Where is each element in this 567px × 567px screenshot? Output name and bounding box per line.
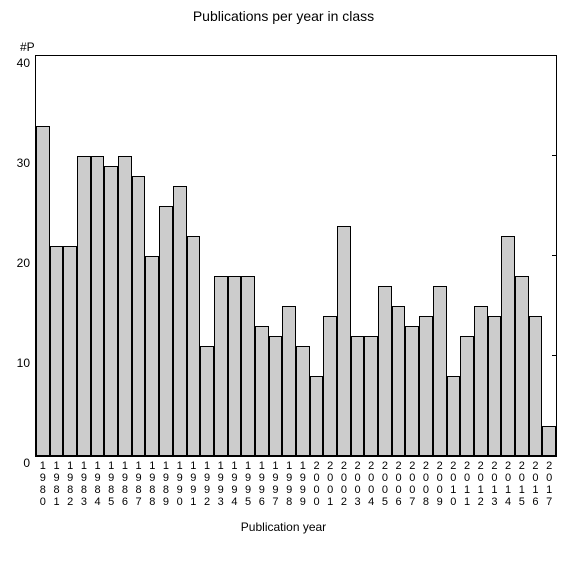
x-tick-label: 2 0 0 5 <box>378 456 392 508</box>
y-tick-mark <box>552 155 557 156</box>
bar <box>337 226 351 456</box>
y-tick-label: 10 <box>17 356 36 370</box>
y-tick-label: 0 <box>23 456 36 470</box>
bar <box>282 306 296 456</box>
bar <box>269 336 283 456</box>
bar <box>392 306 406 456</box>
x-tick-label: 1 9 9 2 <box>200 456 214 508</box>
bar <box>159 206 173 456</box>
x-tick-label: 1 9 8 6 <box>118 456 132 508</box>
y-tick-label: 40 <box>17 56 36 70</box>
bar <box>419 316 433 456</box>
y-tick-mark <box>552 55 557 56</box>
x-tick-label: 1 9 8 0 <box>36 456 50 508</box>
bar <box>36 126 50 456</box>
bar <box>474 306 488 456</box>
x-tick-label: 2 0 1 0 <box>447 456 461 508</box>
x-tick-label: 1 9 8 1 <box>50 456 64 508</box>
x-tick-label: 1 9 8 7 <box>132 456 146 508</box>
x-tick-label: 1 9 9 4 <box>228 456 242 508</box>
x-tick-label: 2 0 1 4 <box>501 456 515 508</box>
y-tick-mark <box>552 255 557 256</box>
x-tick-label: 1 9 8 2 <box>63 456 77 508</box>
bar <box>187 236 201 456</box>
x-tick-label: 1 9 8 5 <box>104 456 118 508</box>
bar <box>542 426 556 456</box>
bar <box>50 246 64 456</box>
x-tick-label: 1 9 8 9 <box>159 456 173 508</box>
x-tick-label: 2 0 0 0 <box>310 456 324 508</box>
x-tick-label: 2 0 0 4 <box>364 456 378 508</box>
bar <box>118 156 132 456</box>
bar <box>488 316 502 456</box>
x-tick-label: 2 0 0 2 <box>337 456 351 508</box>
bar <box>447 376 461 456</box>
x-tick-label: 2 0 1 5 <box>515 456 529 508</box>
x-tick-label: 2 0 0 3 <box>351 456 365 508</box>
bar <box>433 286 447 456</box>
x-tick-label: 1 9 9 3 <box>214 456 228 508</box>
bar <box>296 346 310 456</box>
bar <box>378 286 392 456</box>
x-tick-label: 2 0 0 9 <box>433 456 447 508</box>
bar <box>214 276 228 456</box>
x-tick-label: 1 9 9 7 <box>269 456 283 508</box>
x-tick-label: 2 0 1 6 <box>529 456 543 508</box>
bar <box>460 336 474 456</box>
bar <box>91 156 105 456</box>
x-tick-label: 2 0 0 1 <box>323 456 337 508</box>
x-tick-label: 1 9 9 5 <box>241 456 255 508</box>
y-tick-label: 20 <box>17 256 36 270</box>
x-tick-label: 2 0 1 3 <box>488 456 502 508</box>
x-tick-label: 1 9 9 9 <box>296 456 310 508</box>
bar <box>323 316 337 456</box>
bar <box>364 336 378 456</box>
y-axis-title: #P <box>20 40 35 54</box>
bar <box>351 336 365 456</box>
bar <box>228 276 242 456</box>
x-tick-label: 2 0 1 7 <box>542 456 556 508</box>
x-tick-label: 2 0 1 2 <box>474 456 488 508</box>
x-tick-label: 2 0 0 8 <box>419 456 433 508</box>
x-tick-label: 1 9 9 8 <box>282 456 296 508</box>
x-tick-label: 1 9 9 6 <box>255 456 269 508</box>
bar <box>310 376 324 456</box>
x-tick-label: 2 0 0 7 <box>405 456 419 508</box>
x-tick-label: 1 9 9 0 <box>173 456 187 508</box>
bar <box>132 176 146 456</box>
plot-area: 0102030401 9 8 01 9 8 11 9 8 21 9 8 31 9… <box>35 55 557 457</box>
x-tick-label: 1 9 9 1 <box>187 456 201 508</box>
bar <box>173 186 187 456</box>
x-tick-label: 2 0 0 6 <box>392 456 406 508</box>
bar <box>241 276 255 456</box>
y-tick-mark <box>552 355 557 356</box>
chart-container: Publications per year in class #P 010203… <box>0 0 567 567</box>
bar <box>501 236 515 456</box>
bar <box>77 156 91 456</box>
x-tick-label: 1 9 8 4 <box>91 456 105 508</box>
bar <box>63 246 77 456</box>
bar <box>104 166 118 456</box>
y-tick-label: 30 <box>17 156 36 170</box>
bar <box>255 326 269 456</box>
bar <box>515 276 529 456</box>
chart-title: Publications per year in class <box>0 8 567 24</box>
x-tick-label: 1 9 8 3 <box>77 456 91 508</box>
x-axis-label: Publication year <box>0 520 567 534</box>
x-tick-label: 1 9 8 8 <box>145 456 159 508</box>
x-tick-label: 2 0 1 1 <box>460 456 474 508</box>
bar <box>529 316 543 456</box>
bar <box>405 326 419 456</box>
bar <box>200 346 214 456</box>
bar <box>145 256 159 456</box>
